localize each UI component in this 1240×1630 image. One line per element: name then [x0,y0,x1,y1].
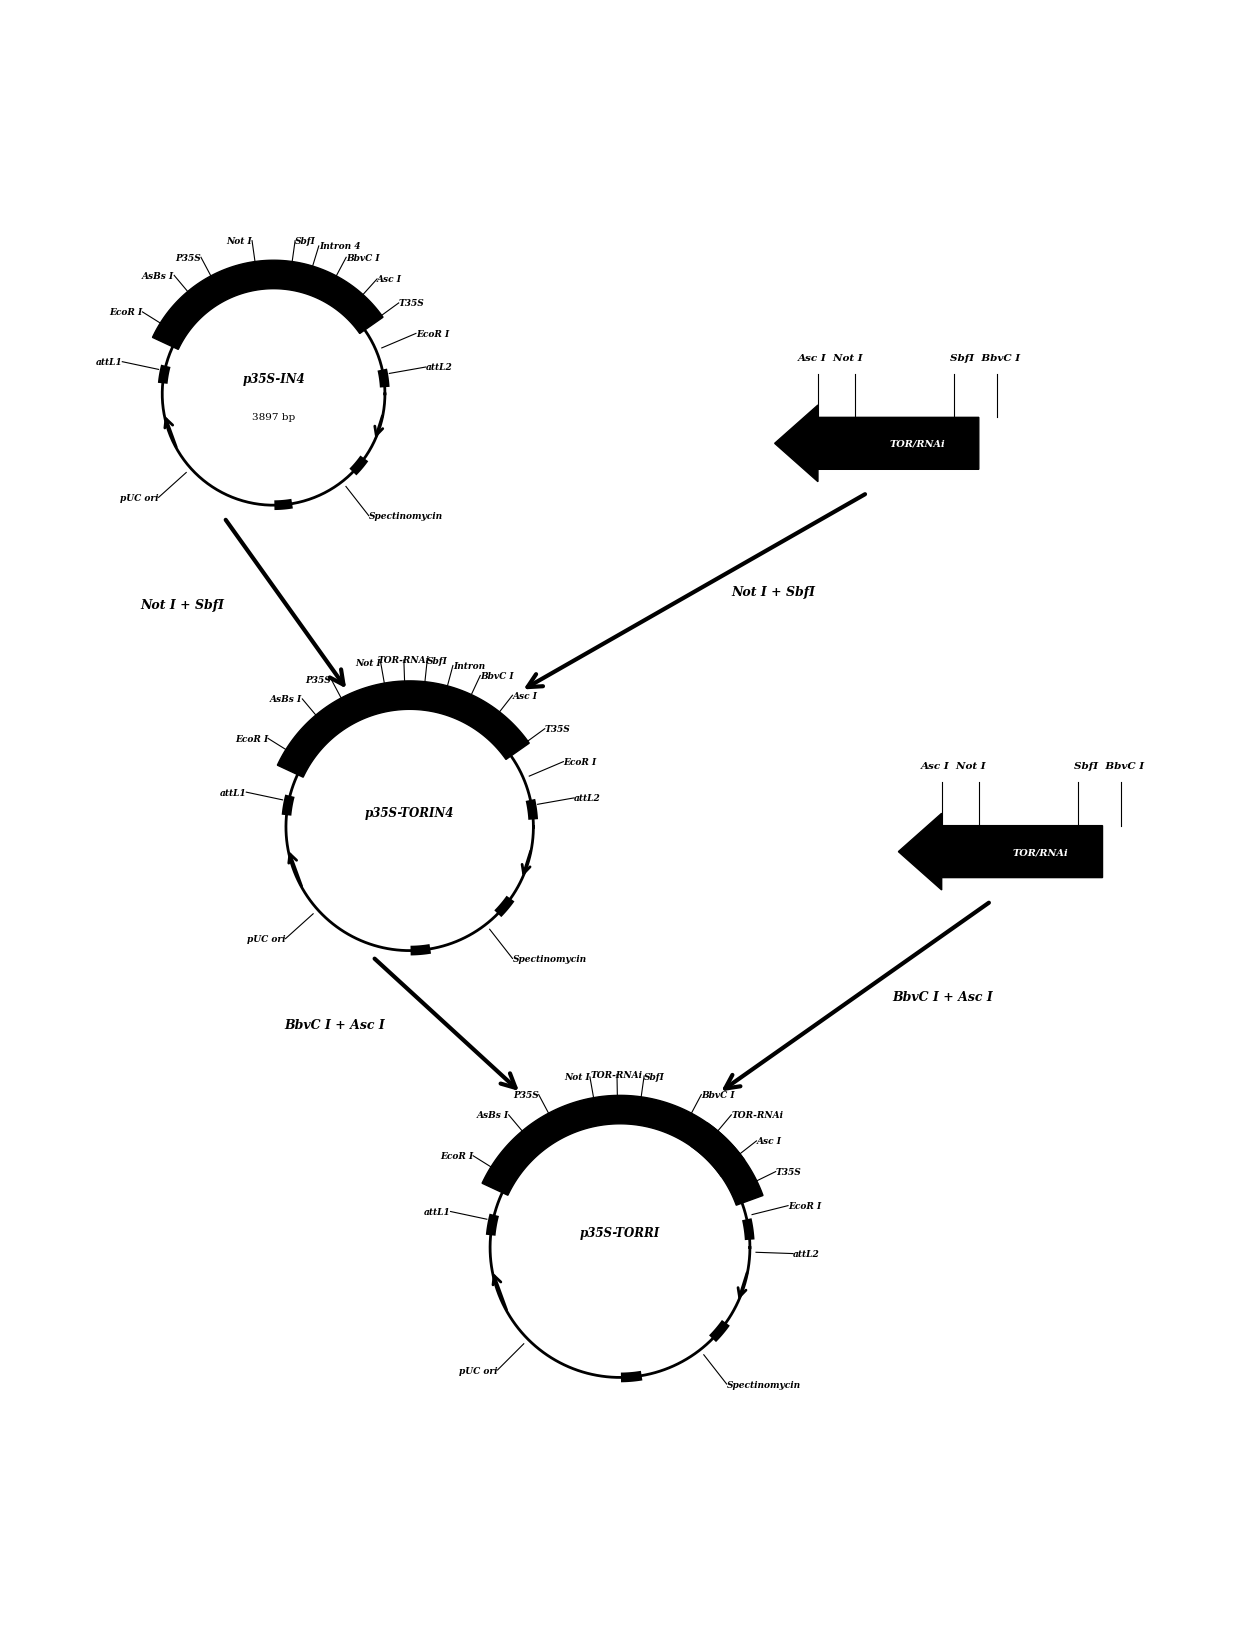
Text: Spectinomycin: Spectinomycin [727,1379,801,1389]
Text: SbfI: SbfI [644,1073,665,1081]
Polygon shape [278,681,529,778]
Text: BbvC I + Asc I: BbvC I + Asc I [893,991,993,1004]
Text: SbfI  BbvC I: SbfI BbvC I [950,354,1021,362]
Text: AsBs I: AsBs I [270,694,303,704]
Text: attL1: attL1 [424,1208,450,1216]
Text: 3897 bp: 3897 bp [252,412,295,422]
Text: Asc I: Asc I [512,691,537,701]
Text: EcoR I: EcoR I [440,1151,474,1161]
Text: pUC ori: pUC ori [247,934,285,944]
Text: P35S: P35S [175,254,201,262]
Text: Asc I: Asc I [377,275,402,284]
Text: TOR-RNAi: TOR-RNAi [732,1110,784,1120]
Text: SbfI: SbfI [295,236,316,246]
Text: EcoR I: EcoR I [415,329,449,339]
Text: Not I: Not I [355,659,381,667]
Text: attL2: attL2 [794,1249,820,1258]
Text: EcoR I: EcoR I [563,758,596,766]
Text: attL1: attL1 [95,359,123,367]
Text: Not I + SbfI: Not I + SbfI [732,585,816,598]
Text: attL1: attL1 [219,789,247,797]
Text: SbfI  BbvC I: SbfI BbvC I [1074,761,1143,771]
Text: p35S-IN4: p35S-IN4 [242,373,305,386]
Text: TOR-RNAi: TOR-RNAi [378,655,430,665]
Text: P35S: P35S [305,675,331,685]
Text: EcoR I: EcoR I [789,1201,821,1211]
Text: BbvC I: BbvC I [702,1090,735,1099]
Text: Spectinomycin: Spectinomycin [512,955,587,963]
Text: Spectinomycin: Spectinomycin [368,512,443,522]
Text: Asc I  Not I: Asc I Not I [797,354,863,362]
Polygon shape [482,1095,745,1195]
Text: T35S: T35S [544,725,570,734]
Text: AsBs I: AsBs I [476,1110,508,1120]
Text: Not I: Not I [564,1073,590,1082]
Text: BbvC I + Asc I: BbvC I + Asc I [284,1019,384,1032]
Text: Intron: Intron [453,662,485,670]
Text: p35S-TORRI: p35S-TORRI [580,1226,660,1239]
Polygon shape [775,406,978,482]
Polygon shape [691,1123,763,1206]
Text: T35S: T35S [776,1167,801,1177]
Text: SbfI: SbfI [427,657,448,665]
Text: Intron 4: Intron 4 [319,243,361,251]
Text: AsBs I: AsBs I [141,272,174,280]
Text: pUC ori: pUC ori [459,1366,497,1374]
Text: Not I: Not I [227,236,252,246]
Text: attL2: attL2 [574,794,601,804]
Text: BbvC I: BbvC I [480,672,513,681]
Polygon shape [898,813,1102,890]
Text: EcoR I: EcoR I [234,735,268,743]
Text: P35S: P35S [513,1090,538,1099]
Text: Asc I  Not I: Asc I Not I [921,761,987,771]
Text: T35S: T35S [399,300,424,308]
Text: EcoR I: EcoR I [109,308,143,318]
Text: Not I + SbfI: Not I + SbfI [140,598,224,611]
Text: pUC ori: pUC ori [120,494,159,502]
Text: BbvC I: BbvC I [346,254,379,262]
Text: p35S-TORIN4: p35S-TORIN4 [365,805,454,818]
Text: attL2: attL2 [425,363,453,372]
Polygon shape [153,261,383,350]
Text: TOR/RNAi: TOR/RNAi [889,440,945,448]
Text: TOR-RNAi: TOR-RNAi [591,1071,644,1079]
Text: Asc I: Asc I [756,1136,781,1146]
Text: TOR/RNAi: TOR/RNAi [1013,848,1069,857]
